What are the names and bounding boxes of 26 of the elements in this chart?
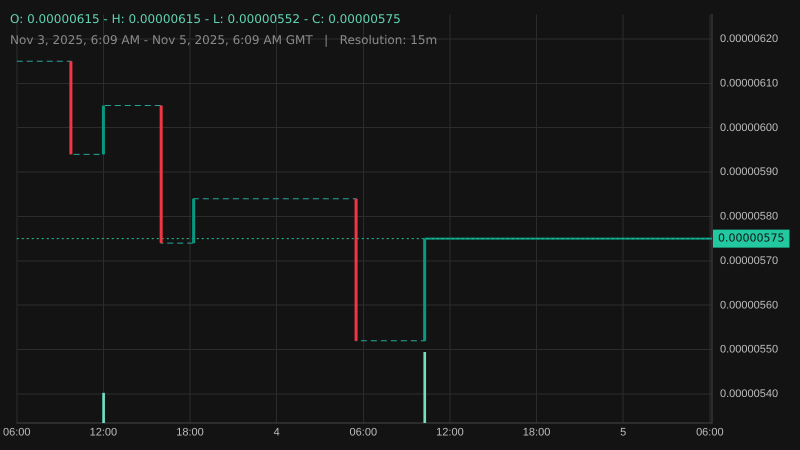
- x-tick-label: 5: [620, 426, 626, 438]
- x-tick-label: 06:00: [696, 426, 724, 438]
- x-tick-label: 18:00: [176, 426, 204, 438]
- y-tick-label: 0.00000610: [720, 77, 778, 90]
- text: Nov 3, 2025, 6:09 AM - Nov 5, 2025, 6:09 AM GMT | Resolution: 15m: [10, 33, 438, 47]
- candlestick: [69, 60, 72, 155]
- x-tick-label: 4: [274, 426, 280, 438]
- candlestick: [102, 105, 105, 155]
- y-tick-label: 0.00000560: [720, 299, 778, 312]
- x-tick-label: 12:00: [436, 426, 464, 438]
- y-tick-label: 0.00000590: [720, 166, 778, 178]
- x-tick-label: 12:00: [90, 426, 118, 438]
- y-tick-label: 0.00000600: [720, 122, 778, 134]
- y-tick-label: 0.00000540: [720, 388, 778, 400]
- y-tick-label: 0.00000570: [720, 254, 778, 267]
- y-tick-label: 0.00000620: [720, 33, 778, 46]
- ref-line-label: 0.00000575: [718, 232, 784, 245]
- candlestick: [192, 198, 196, 244]
- candlestick: [160, 105, 163, 244]
- chart-title: O: 0.00000615 - H: 0.00000615 - L: 0.00000552 - C: 0.00000575: [10, 12, 401, 26]
- y-tick-label: 0.00000580: [720, 210, 778, 223]
- candlestick: [354, 198, 358, 342]
- x-tick-label: 18:00: [522, 426, 550, 438]
- y-tick-label: 0.00000550: [720, 344, 778, 356]
- x-tick-label: 06:00: [3, 426, 31, 438]
- x-tick-label: 06:00: [350, 426, 378, 438]
